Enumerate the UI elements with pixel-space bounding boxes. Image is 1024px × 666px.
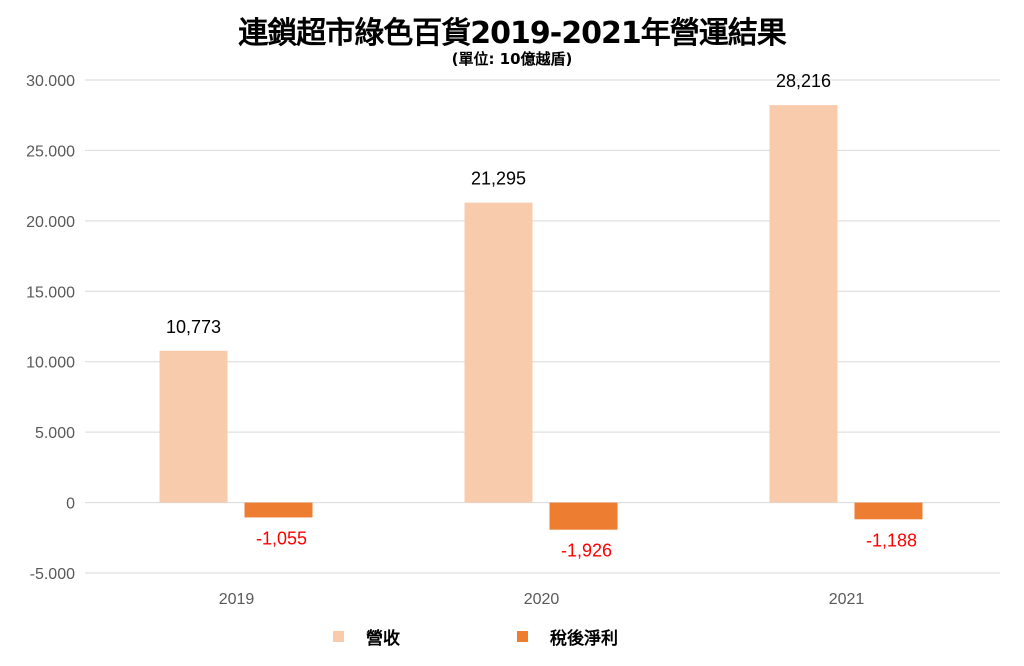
legend-swatch-revenue: [333, 631, 344, 642]
y-tick-label: 20.000: [26, 214, 75, 231]
chart-subtitle: (單位: 10億越盾): [451, 50, 573, 68]
x-tick-label: 2019: [219, 591, 255, 608]
bar-net-profit: [854, 502, 923, 520]
y-tick-label: 0: [66, 496, 75, 513]
x-tick-label: 2021: [829, 591, 865, 608]
data-label: -1,055: [256, 528, 307, 548]
legend-label-net-profit: 稅後淨利: [550, 629, 618, 649]
data-label: -1,926: [561, 541, 612, 561]
bar-revenue: [769, 105, 838, 503]
chart-title: 連鎖超市綠色百貨2019-2021年營運結果: [238, 16, 786, 51]
y-tick-label: 10.000: [26, 355, 75, 372]
y-tick-label: -5.000: [30, 566, 75, 583]
data-label: 21,295: [471, 169, 526, 189]
bar-revenue: [464, 202, 533, 503]
bar-revenue: [159, 350, 228, 503]
bar-net-profit: [244, 502, 313, 518]
data-label: 10,773: [166, 317, 221, 337]
x-tick-label: 2020: [524, 591, 560, 608]
data-label: -1,188: [866, 530, 917, 550]
bar-net-profit: [549, 502, 618, 530]
y-tick-label: 30.000: [26, 73, 75, 90]
y-tick-label: 5.000: [35, 425, 75, 442]
legend-item-revenue: 營收: [333, 624, 400, 649]
data-label: 28,216: [776, 71, 831, 91]
legend-item-net-profit: 稅後淨利: [517, 624, 618, 649]
legend-swatch-net-profit: [517, 631, 528, 642]
y-tick-label: 15.000: [26, 284, 75, 301]
legend-label-revenue: 營收: [366, 629, 400, 649]
y-tick-label: 25.000: [26, 143, 75, 160]
